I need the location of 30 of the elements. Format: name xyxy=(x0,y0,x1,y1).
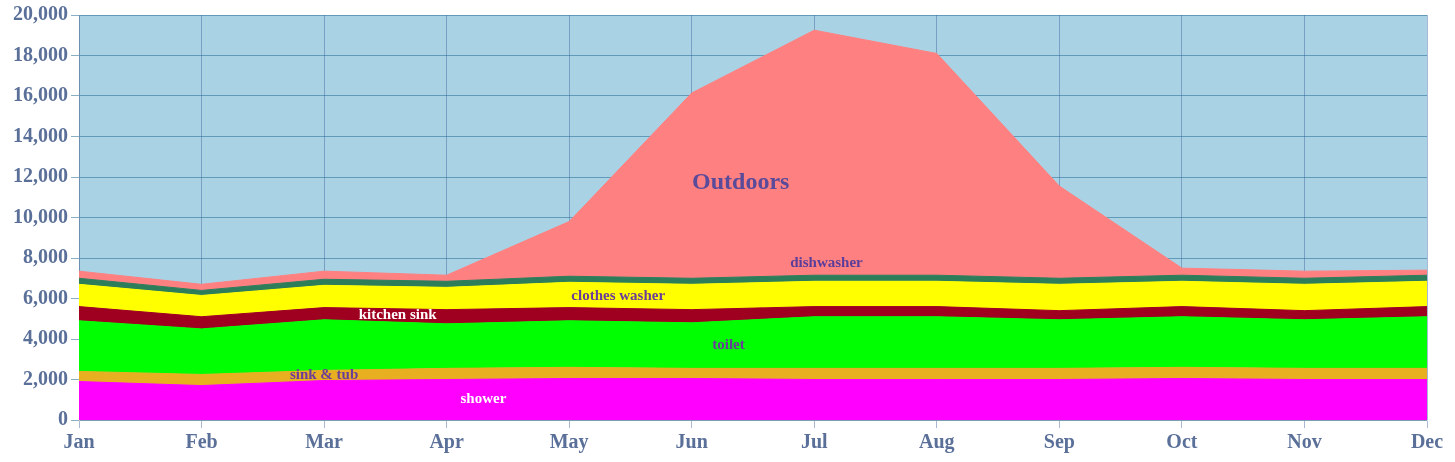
x-tick-label: Jan xyxy=(63,430,95,453)
series-label: dishwasher xyxy=(790,254,864,271)
series-label: clothes washer xyxy=(571,286,666,303)
y-tick-label: 6,000 xyxy=(23,285,68,308)
series-label: toilet xyxy=(712,335,745,352)
x-tick-label: Jun xyxy=(675,430,708,453)
y-tick-label: 2,000 xyxy=(23,366,68,389)
y-tick-label: 14,000 xyxy=(13,123,68,146)
y-tick-label: 8,000 xyxy=(23,245,68,268)
x-tick-label: Sep xyxy=(1043,430,1075,454)
y-tick-label: 10,000 xyxy=(13,204,68,227)
x-tick-label: Aug xyxy=(919,430,955,454)
x-tick-label: Mar xyxy=(305,430,344,453)
x-tick-label: Nov xyxy=(1287,430,1322,453)
x-tick-label: Apr xyxy=(429,430,464,454)
series-label: Outdoors xyxy=(692,168,790,195)
series-label: kitchen sink xyxy=(358,306,438,323)
y-tick-label: 12,000 xyxy=(13,164,68,187)
y-tick-label: 16,000 xyxy=(13,83,68,106)
x-tick-label: Dec xyxy=(1410,430,1444,453)
series-label: shower xyxy=(460,390,507,407)
x-tick-label: May xyxy=(549,430,589,454)
y-tick-label: 20,000 xyxy=(13,2,68,25)
series-label: sink & tub xyxy=(289,366,359,383)
x-tick-label: Jul xyxy=(800,430,829,453)
y-tick-label: 0 xyxy=(58,407,68,430)
y-tick-label: 4,000 xyxy=(23,326,68,349)
y-tick-label: 18,000 xyxy=(13,42,68,65)
x-tick-label: Oct xyxy=(1166,430,1198,453)
x-tick-label: Feb xyxy=(185,430,218,453)
